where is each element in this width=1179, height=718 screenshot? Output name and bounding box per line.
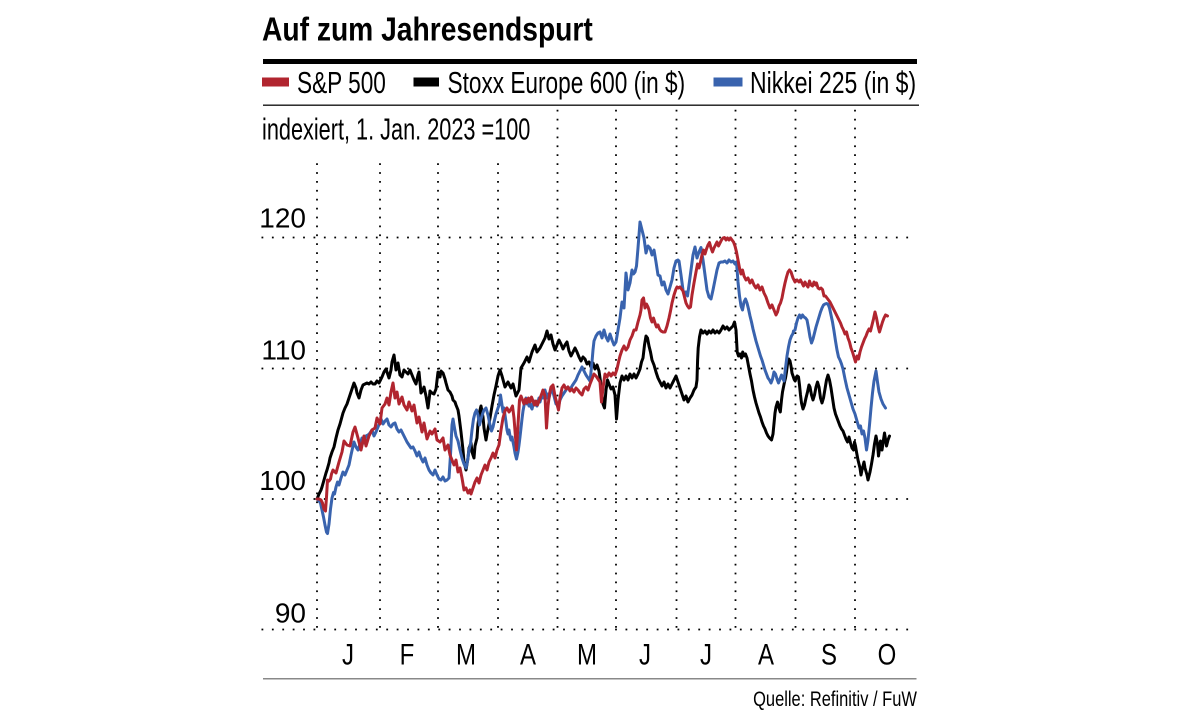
svg-text:M: M bbox=[577, 637, 597, 671]
svg-text:J: J bbox=[639, 637, 651, 671]
svg-text:110: 110 bbox=[261, 335, 306, 366]
svg-text:120: 120 bbox=[259, 203, 306, 234]
svg-text:M: M bbox=[456, 637, 476, 671]
svg-text:J: J bbox=[342, 637, 354, 671]
svg-text:Stoxx Europe 600 (in $): Stoxx Europe 600 (in $) bbox=[448, 64, 686, 99]
svg-text:A: A bbox=[758, 637, 775, 671]
svg-text:F: F bbox=[400, 637, 415, 671]
svg-text:indexiert, 1. Jan. 2023 =100: indexiert, 1. Jan. 2023 =100 bbox=[262, 112, 530, 147]
svg-text:S&P 500: S&P 500 bbox=[297, 64, 386, 99]
svg-text:Quelle: Refinitiv / FuW: Quelle: Refinitiv / FuW bbox=[753, 687, 917, 710]
svg-text:A: A bbox=[520, 637, 537, 671]
svg-text:S: S bbox=[821, 637, 837, 671]
svg-text:100: 100 bbox=[259, 465, 306, 496]
svg-text:Nikkei 225 (in $): Nikkei 225 (in $) bbox=[750, 64, 916, 99]
svg-text:90: 90 bbox=[275, 598, 306, 629]
svg-text:O: O bbox=[878, 637, 897, 671]
svg-text:J: J bbox=[700, 637, 712, 671]
svg-text:Auf zum Jahresendspurt: Auf zum Jahresendspurt bbox=[262, 10, 593, 48]
